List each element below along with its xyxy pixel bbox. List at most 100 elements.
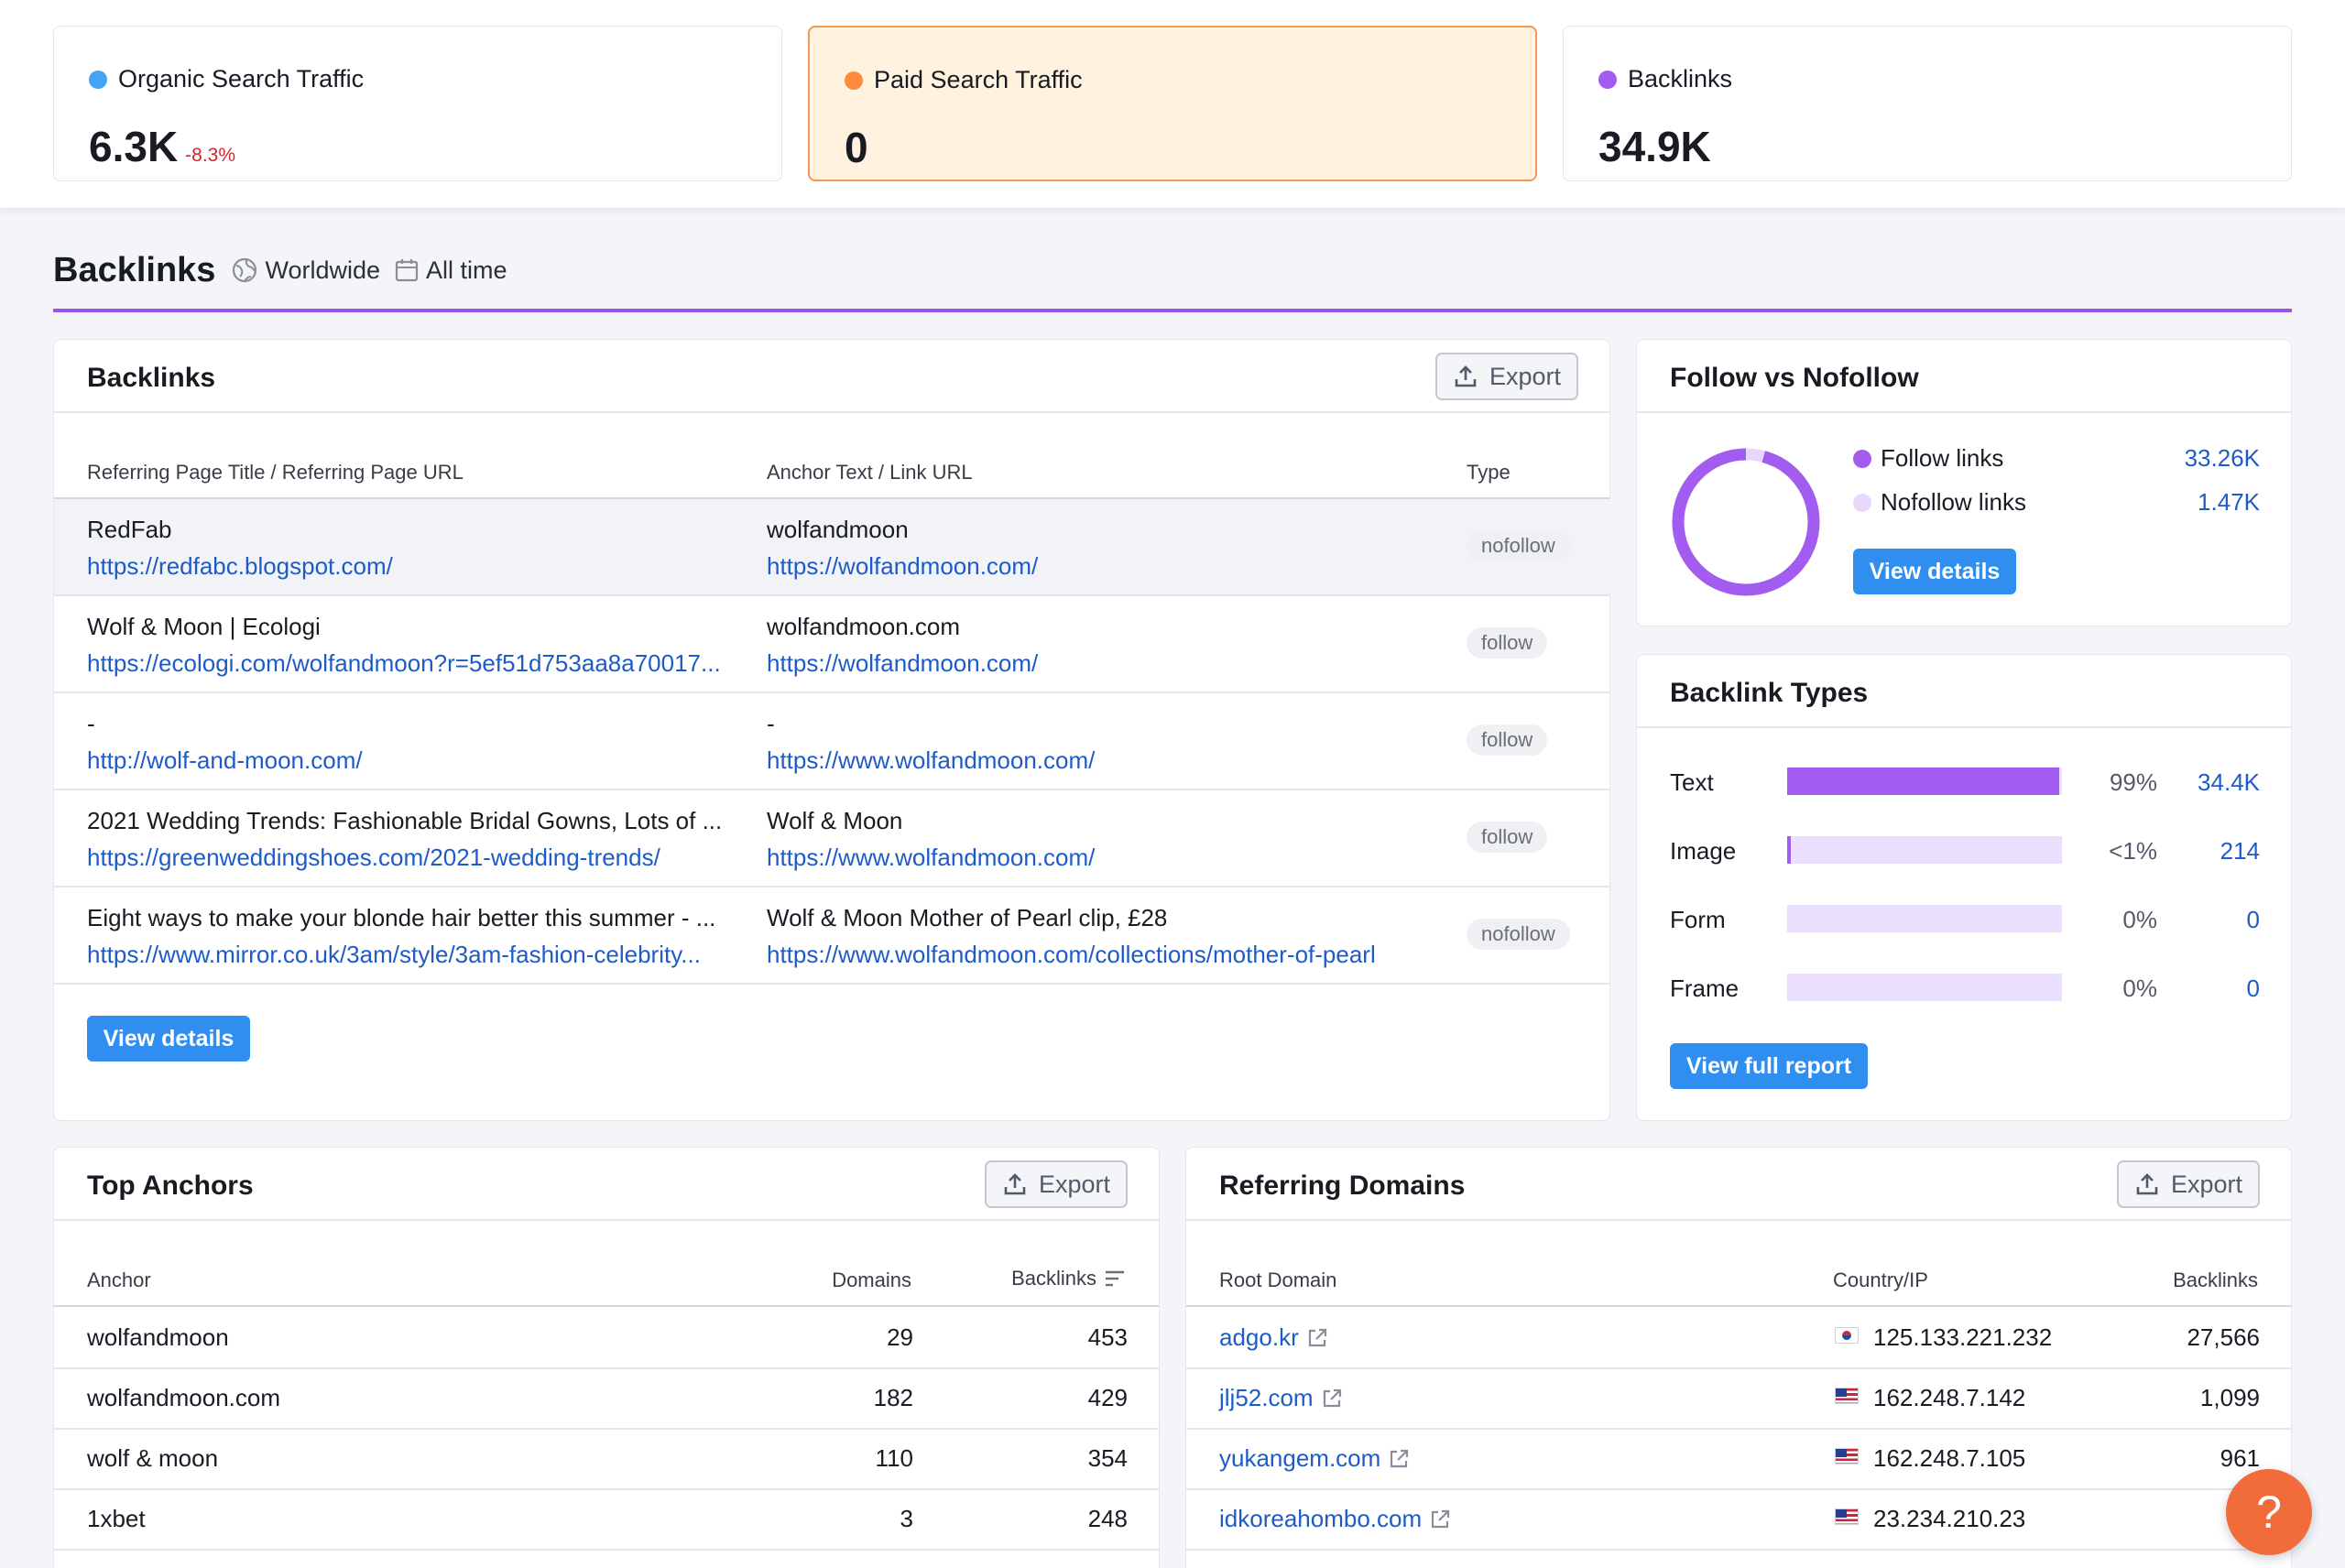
domain-text: idkoreahombo.com (1219, 1505, 1423, 1532)
domain-ip: 125.133.221.232 (1873, 1323, 2053, 1351)
anchor-text: wolfandmoon (87, 1323, 229, 1351)
table-row[interactable]: Wolf & Moon | Ecologi https://ecologi.co… (54, 596, 1611, 691)
table-row[interactable]: 2021 Wedding Trends: Fashionable Bridal … (54, 790, 1611, 886)
type-row-frame: Frame 0% 0 (1670, 971, 2260, 1004)
section-period[interactable]: All time (426, 256, 507, 284)
row-line (54, 691, 1609, 693)
section-underline (53, 309, 2292, 312)
row-line (54, 789, 1609, 790)
type-bar-fill (1787, 768, 2059, 795)
follow-value[interactable]: 33.26K (2184, 444, 2260, 472)
calendar-icon (395, 258, 419, 282)
follow-card-title: Follow vs Nofollow (1670, 363, 1919, 393)
row-page-url[interactable]: https://redfabc.blogspot.com/ (87, 552, 393, 580)
row-page-title: 2021 Wedding Trends: Fashionable Bridal … (87, 807, 723, 834)
backlinks-view-details-button[interactable]: View details (87, 1016, 250, 1062)
domain-link[interactable]: jlj52.com (1219, 1384, 1343, 1412)
referring-domains-export-button[interactable]: Export (2117, 1160, 2260, 1208)
col-anchor-text: Anchor Text / Link URL (767, 461, 973, 484)
type-label: Form (1670, 906, 1726, 933)
table-row[interactable]: RedFab https://redfabc.blogspot.com/ wol… (54, 499, 1611, 594)
anchor-domains: 182 (873, 1384, 913, 1411)
follow-legend-item: Follow links 33.26K (1853, 444, 2260, 473)
top-anchors-card: Top Anchors Export Anchor Domains Backli… (53, 1147, 1160, 1568)
type-value[interactable]: 214 (2220, 837, 2260, 865)
row-type-badge: follow (1467, 724, 1548, 756)
table-row[interactable]: yukangem.com 162.248.7.105 961 (1186, 1428, 2293, 1486)
organic-dot-icon (89, 70, 107, 89)
backlinks-export-button[interactable]: Export (1435, 353, 1578, 400)
domain-text: jlj52.com (1219, 1384, 1314, 1411)
type-value[interactable]: 34.4K (2198, 768, 2260, 796)
type-percent: 0% (2122, 975, 2157, 1002)
top-anchors-export-label: Export (1038, 1170, 1111, 1198)
row-page-url[interactable]: https://ecologi.com/wolfandmoon?r=5ef51d… (87, 649, 721, 677)
col-backlinks: Backlinks (1011, 1267, 1096, 1290)
row-page-title: RedFab (87, 516, 172, 543)
table-row[interactable]: idkoreahombo.com 23.234.210.23 6 (1186, 1488, 2293, 1547)
row-page-url[interactable]: https://www.mirror.co.uk/3am/style/3am-f… (87, 941, 701, 968)
anchor-domains: 110 (875, 1444, 913, 1472)
domain-text: yukangem.com (1219, 1444, 1381, 1472)
domain-link[interactable]: idkoreahombo.com (1219, 1505, 1451, 1533)
sort-descending-icon (1104, 1269, 1126, 1289)
nofollow-value[interactable]: 1.47K (2198, 488, 2260, 516)
backlinks-label: Backlinks (1628, 65, 1733, 93)
help-button[interactable]: ? (2226, 1469, 2312, 1555)
row-link-url[interactable]: https://www.wolfandmoon.com/ (767, 746, 1096, 774)
table-row[interactable]: Eight ways to make your blonde hair bett… (54, 887, 1611, 983)
external-link-icon (1306, 1327, 1328, 1349)
table-row[interactable]: wolfandmoon 29 453 (54, 1307, 1161, 1366)
row-line (54, 886, 1609, 887)
table-row[interactable]: jlj52.com 162.248.7.142 1,099 (1186, 1367, 2293, 1426)
row-line (1186, 1488, 2291, 1490)
types-card-divider (1637, 726, 2291, 728)
row-page-url[interactable]: http://wolf-and-moon.com/ (87, 746, 363, 774)
table-row[interactable]: 1xbet 3 248 (54, 1488, 1161, 1547)
row-link-url[interactable]: https://www.wolfandmoon.com/ (767, 844, 1096, 871)
paid-dot-icon (845, 71, 863, 90)
row-line (54, 983, 1609, 985)
summary-card-backlinks[interactable]: Backlinks 34.9K (1563, 26, 2292, 181)
domain-link[interactable]: yukangem.com (1219, 1444, 1410, 1473)
table-row[interactable]: wolfandmoon.com 182 429 (54, 1367, 1161, 1426)
backlinks-card-title: Backlinks (87, 363, 216, 393)
follow-view-details-button[interactable]: View details (1853, 549, 2016, 594)
col-domains[interactable]: Domains (832, 1269, 911, 1291)
top-anchors-export-button[interactable]: Export (985, 1160, 1128, 1208)
row-page-url[interactable]: https://greenweddingshoes.com/2021-weddi… (87, 844, 660, 871)
referring-domains-title: Referring Domains (1219, 1171, 1466, 1201)
type-value[interactable]: 0 (2246, 906, 2260, 933)
type-value[interactable]: 0 (2246, 975, 2260, 1002)
summary-card-paid[interactable]: Paid Search Traffic 0 (808, 26, 1537, 181)
domain-link[interactable]: adgo.kr (1219, 1323, 1328, 1352)
type-label: Frame (1670, 975, 1740, 1002)
backlinks-export-label: Export (1489, 362, 1562, 390)
row-line (1186, 1367, 2291, 1369)
type-percent: 99% (2109, 768, 2157, 796)
anchor-backlinks: 429 (1087, 1384, 1128, 1411)
type-bar-track (1787, 905, 2062, 932)
col-country-ip: Country/IP (1833, 1269, 1928, 1291)
summary-card-organic[interactable]: Organic Search Traffic 6.3K -8.3% (53, 26, 782, 181)
row-link-url[interactable]: https://wolfandmoon.com/ (767, 552, 1039, 580)
table-row[interactable]: adgo.kr 125.133.221.232 27,566 (1186, 1307, 2293, 1366)
row-link-url[interactable]: https://www.wolfandmoon.com/collections/… (767, 941, 1376, 968)
type-percent: 0% (2122, 906, 2157, 933)
section-region[interactable]: Worldwide (265, 256, 381, 284)
follow-donut-chart (1672, 448, 1820, 596)
type-label: Image (1670, 837, 1737, 865)
flag-kr-icon (1835, 1327, 1859, 1344)
row-page-title: Wolf & Moon | Ecologi (87, 613, 321, 640)
table-row[interactable]: - http://wolf-and-moon.com/ - https://ww… (54, 693, 1611, 789)
row-type-badge: follow (1467, 822, 1548, 853)
view-full-report-button[interactable]: View full report (1670, 1043, 1868, 1089)
help-question-icon: ? (2256, 1486, 2282, 1538)
row-link-url[interactable]: https://wolfandmoon.com/ (767, 649, 1039, 677)
table-row[interactable]: wolf & moon 110 354 (54, 1428, 1161, 1486)
top-anchors-title: Top Anchors (87, 1171, 254, 1201)
row-line (1186, 1428, 2291, 1430)
col-backlinks-sortable[interactable]: Backlinks (1011, 1267, 1126, 1290)
col-domain-backlinks: Backlinks (2173, 1269, 2258, 1291)
nofollow-label: Nofollow links (1881, 488, 2026, 516)
